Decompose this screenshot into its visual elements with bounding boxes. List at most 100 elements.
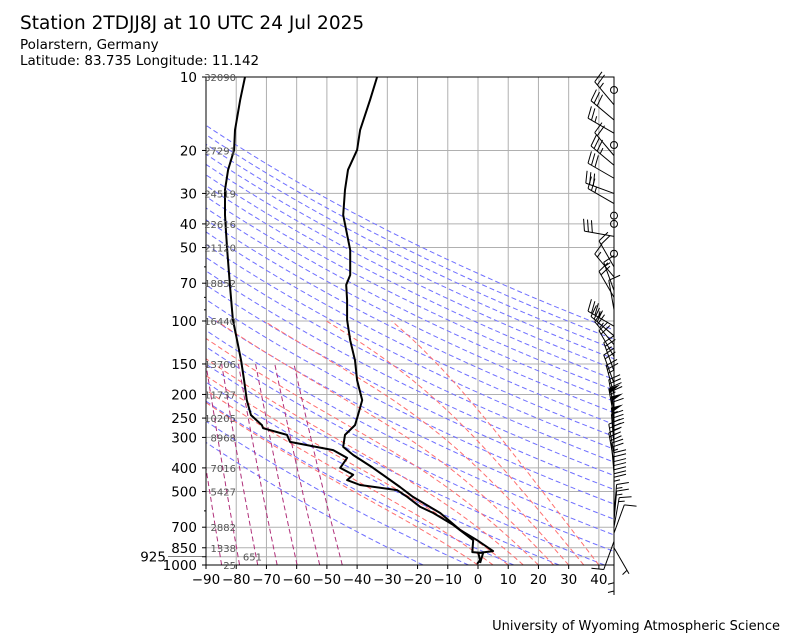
barb-full-feather [616,482,629,485]
barb-full-feather [590,89,597,101]
mixing-ratio-line [274,363,321,565]
dry-adiabat-line [206,243,614,450]
barb-full-feather [605,359,618,366]
barb-full-feather [613,453,627,458]
barb-full-feather [608,418,621,425]
barb-full-feather [594,311,603,322]
x-tick-label: −10 [434,572,463,588]
height-label: 5427 [211,488,236,499]
barb-half-feather [608,369,614,374]
wind-barb [587,106,615,134]
x-tick-label: 40 [590,572,607,588]
barb-half-feather [599,147,604,154]
height-label: 24519 [204,189,236,200]
moist-adiabat-line [206,337,539,565]
dry-adiabat-line [206,381,560,565]
barb-full-feather [591,567,604,571]
barb-full-feather [596,125,605,136]
barb-full-feather [603,335,615,344]
barb-full-feather [594,155,599,168]
x-tick-label: −80 [222,572,251,588]
height-label: 2882 [211,523,236,534]
chart-title: Station 2TDJJ8J at 10 UTC 24 Jul 2025 [20,13,365,34]
x-tick-label: −30 [373,572,402,588]
barb-full-feather [600,235,611,245]
barb-full-feather [613,473,627,478]
barb-full-feather [598,262,609,272]
wind-barb [594,122,615,156]
sounding-profiles [224,77,495,565]
dry-adiabat-line [206,143,614,350]
height-label: 1338 [211,544,236,555]
barb-staff [590,145,615,166]
dry-adiabat-line [206,400,514,565]
wind-barb [587,151,615,179]
moist-adiabat-line [206,375,509,565]
barb-half-feather [611,448,619,452]
wind-barb [594,71,615,106]
height-label: 13706 [204,360,236,371]
barb-staff [613,484,618,515]
moist-adiabat-line [206,401,479,565]
y-tick-label: 10 [180,70,197,86]
wind-barb [613,473,627,508]
barb-full-feather [609,382,622,389]
barb-full-feather [591,301,596,314]
barb-staff [598,330,615,357]
thermo-background-lines [206,124,614,565]
calm-wind-circle [610,211,618,220]
calm-wind-circle [610,219,618,228]
wind-barb [610,211,618,220]
barb-staff [590,100,615,121]
wind-barb [613,547,630,575]
wind-barb [613,504,637,534]
mixing-ratio-line [237,363,278,565]
wind-barb [607,556,615,587]
barb-staff [608,424,615,454]
barb-flag [611,393,624,402]
barb-full-feather [598,321,609,332]
barb-half-feather [613,479,621,482]
mixing-ratio-line [293,363,343,565]
barb-full-feather [596,74,605,86]
barb-full-feather [609,431,621,438]
wind-barb [613,482,629,515]
dry-adiabat-line [206,313,614,520]
barb-full-feather [608,427,621,434]
barb-half-feather [616,493,623,496]
moist-adiabat-line [206,358,524,565]
height-label: 27291 [204,146,236,157]
barb-full-feather [593,91,600,104]
dry-adiabat-line [206,134,614,340]
wind-barb [608,274,621,310]
wind-barb [610,85,618,94]
footer-credit: University of Wyoming Atmospheric Scienc… [492,619,780,634]
x-tick-label: 30 [560,572,577,588]
dry-adiabat-line [206,174,614,380]
height-label: 22616 [204,220,236,231]
wind-barb [610,249,618,258]
moist-adiabat-line [263,320,570,565]
dry-adiabat-line [206,153,614,360]
x-tick-label: −50 [313,572,342,588]
dry-adiabat-line [206,196,614,402]
barb-staff [613,497,620,528]
barb-full-feather [611,438,624,444]
height-label: 651 [243,553,262,564]
barb-staff [590,316,615,337]
barb-full-feather [583,218,585,232]
wind-barb [613,449,627,483]
barb-full-feather [613,458,627,463]
barb-full-feather [607,362,619,370]
x-tick-label: −40 [343,572,372,588]
y-tick-label: 100 [171,314,197,330]
barb-full-feather [587,219,589,232]
height-label: 7016 [211,464,236,475]
barb-full-feather [590,134,597,147]
y-tick-label: 70 [180,276,197,292]
barb-full-feather [616,488,629,492]
barb-staff [608,280,615,310]
barb-full-feather [600,265,611,276]
barb-full-feather [613,470,627,475]
y-tick-label: 850 [171,541,197,557]
